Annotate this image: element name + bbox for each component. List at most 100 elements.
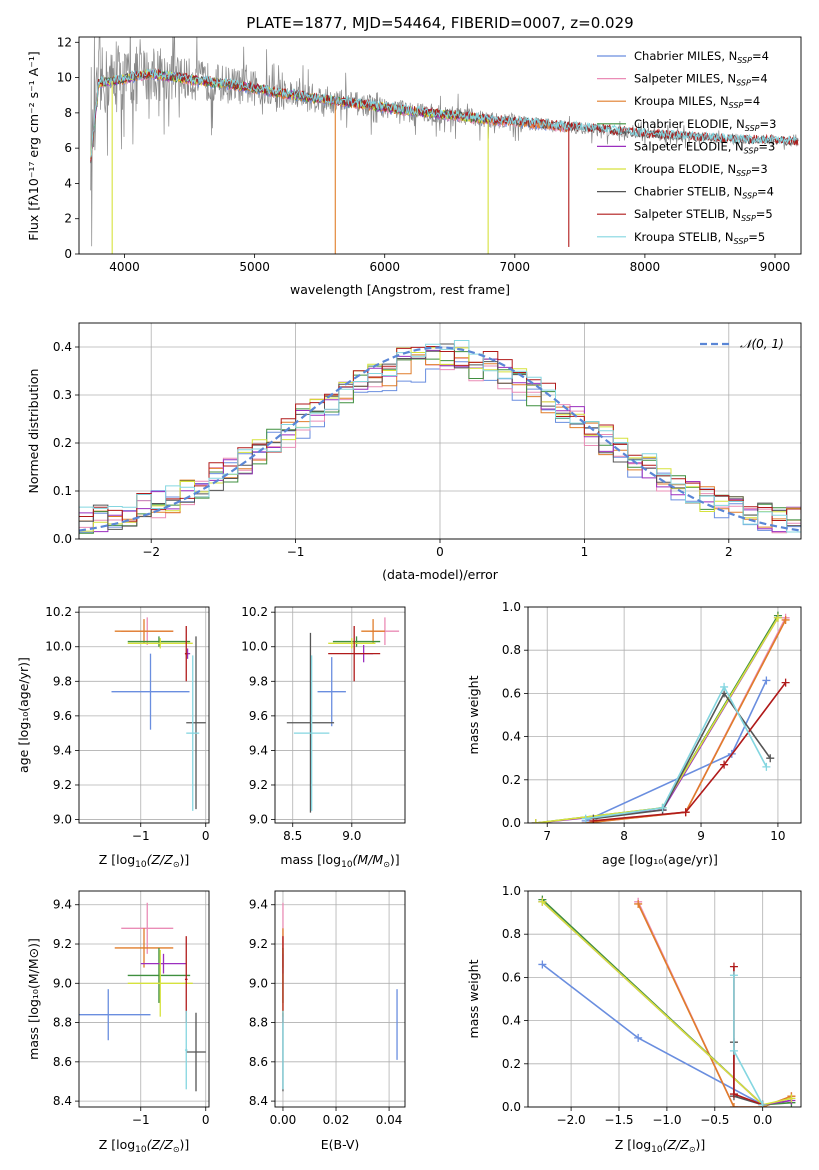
series-krou_stelib — [733, 975, 764, 1106]
legend-text: Chabrier ELODIE, N — [634, 117, 745, 131]
model-salp_stelib — [90, 68, 799, 162]
x-tick-label: 0.02 — [323, 1113, 350, 1127]
y-tick-label: 0.6 — [502, 686, 521, 700]
y-tick-label: 10.2 — [45, 605, 72, 619]
legend-text: Salpeter ELODIE, N — [634, 139, 744, 153]
x-axis-label-part: ⊙ — [173, 860, 180, 869]
marker-krou_stelib — [762, 762, 771, 771]
axes-frame — [527, 606, 802, 824]
age_vs_mass-axes: 8.5 9.0 9.0 9.2 9.4 9.6 9.8 10.0 10.2 mass [log10… — [241, 605, 406, 870]
y-tick-label: 8.4 — [53, 1094, 72, 1108]
y-tick-label: 0.4 — [502, 730, 521, 744]
axes-frame — [78, 36, 802, 255]
legend-text: Salpeter MILES, N — [634, 72, 736, 86]
x-axis-label-part: )] — [390, 852, 400, 867]
y-tick-label: 10 — [57, 71, 72, 85]
y-tick-label: 9.8 — [53, 674, 72, 688]
residuals-axes: −2 −1 0 1 2 0.0 0.1 0.2 0.3 0.4 (data-model)/error… — [26, 322, 802, 582]
marker-krou_stelib — [581, 814, 590, 823]
x-tick-label: 10 — [770, 829, 785, 843]
legend-sub: SSP — [742, 192, 757, 201]
marker-krou_stelib — [658, 803, 667, 812]
y-tick-label: 0.8 — [502, 643, 521, 657]
x-axis-label-part: Z [log — [615, 1137, 651, 1152]
x-axis-label: wavelength [Angstrom, rest frame] — [290, 282, 510, 297]
x-axis-label-part: (Z/Z — [147, 1137, 174, 1152]
y-tick-label: 9.2 — [249, 937, 268, 951]
series-chab_stelib — [593, 691, 771, 820]
x-axis-label-part: mass [log — [280, 852, 341, 867]
y-tick-label: 8.8 — [249, 1016, 268, 1030]
x-axis-label-part: )] — [696, 1137, 706, 1152]
x-tick-label: 4000 — [109, 260, 140, 274]
y-axis-label: mass weight — [466, 675, 481, 754]
y-axis-label: Normed distribution — [26, 369, 41, 494]
y-tick-label: 1.0 — [502, 884, 521, 898]
model-salp_miles — [90, 70, 570, 159]
x-axis-label-part: ⊙ — [173, 1145, 180, 1154]
y-tick-label: 9.2 — [53, 937, 72, 951]
y-tick-label: 0.4 — [53, 340, 72, 354]
series-salp_stelib — [733, 966, 763, 1106]
x-axis-label-part: 10 — [651, 1145, 663, 1155]
plot-area — [531, 611, 790, 823]
axes-frame — [78, 890, 210, 1108]
x-tick-label: −1.0 — [652, 1113, 681, 1127]
plot-area — [111, 617, 206, 811]
legend-entry: 𝒩(0, 1) — [740, 337, 784, 351]
legend-entry: Kroupa STELIB, NSSP=5 — [634, 230, 765, 246]
x-axis-label: age [log₁₀(age/yr)] — [602, 852, 718, 867]
y-tick-label: 9.2 — [249, 778, 268, 792]
y-tick-label: 9.4 — [53, 743, 72, 757]
legend-entry: Salpeter ELODIE, NSSP=3 — [634, 139, 775, 155]
y-tick-label: 8 — [64, 106, 72, 120]
legend-sub: SSP — [736, 169, 751, 178]
x-tick-label: 1 — [581, 545, 589, 559]
series-salp_stelib — [593, 682, 787, 822]
weight_vs_age-axes: 7 8 9 10 0.0 0.2 0.4 0.6 0.8 1.0 mass weight age [l… — [466, 600, 802, 867]
legend-suffix: =4 — [757, 185, 774, 199]
x-axis-label-part: 10 — [135, 860, 147, 870]
x-tick-label: −0.5 — [700, 1113, 729, 1127]
x-tick-label: 7 — [543, 829, 551, 843]
y-tick-label: 9.4 — [249, 898, 268, 912]
x-axis-label-part: (Z/Z — [663, 1137, 690, 1152]
marker-chab_miles — [634, 1033, 643, 1042]
marker-krou_miles — [781, 615, 790, 624]
x-tick-label: 2 — [725, 545, 733, 559]
x-axis-label: Z [log10(Z/Z⊙)] — [99, 1137, 190, 1155]
x-tick-label: −1 — [132, 829, 150, 843]
y-tick-label: 9.0 — [249, 813, 268, 827]
y-tick-label: 0.0 — [502, 816, 521, 830]
x-axis-label-part: )] — [180, 1137, 190, 1152]
axes-frame — [78, 606, 210, 824]
plot-area — [90, 37, 799, 254]
legend-suffix: =4 — [751, 72, 768, 86]
x-tick-label: 9000 — [760, 260, 791, 274]
marker-salp_stelib — [720, 760, 729, 769]
y-tick-label: 0.1 — [53, 484, 72, 498]
x-tick-label: 7000 — [500, 260, 531, 274]
weight_vs_Z-axes: −2.0 −1.5 −1.0 −0.5 0.0 0.0 0.2 0.4 0.6 0.8 1.0 mas… — [466, 884, 802, 1155]
x-axis-label: mass [log10(M/M⊙)] — [280, 852, 399, 870]
plot-area — [282, 902, 398, 1092]
legend-suffix: =4 — [752, 49, 769, 63]
x-axis-label-part: 10 — [135, 1145, 147, 1155]
legend-text: Chabrier MILES, N — [634, 49, 737, 63]
legend-suffix: =3 — [760, 117, 777, 131]
plot-area — [79, 902, 206, 1092]
legend-entry: Salpeter MILES, NSSP=4 — [634, 72, 768, 88]
x-tick-label: 9 — [697, 829, 705, 843]
x-axis-label: Z [log10(Z/Z⊙)] — [99, 852, 190, 870]
legend-text: Salpeter STELIB, N — [634, 207, 741, 221]
x-axis-label-part: Z [log — [99, 852, 135, 867]
legend-sub: SSP — [741, 214, 756, 223]
x-tick-label: 8 — [620, 829, 628, 843]
x-tick-label: 5000 — [239, 260, 270, 274]
x-axis-label-part: (Z/Z — [147, 852, 174, 867]
x-tick-label: −2.0 — [557, 1113, 586, 1127]
age_vs_Z-axes: −1 0 9.0 9.2 9.4 9.6 9.8 10.0 10.2 Z [log10(Z/Z⊙)… — [16, 605, 210, 870]
marker-krou_stelib — [758, 1100, 767, 1107]
